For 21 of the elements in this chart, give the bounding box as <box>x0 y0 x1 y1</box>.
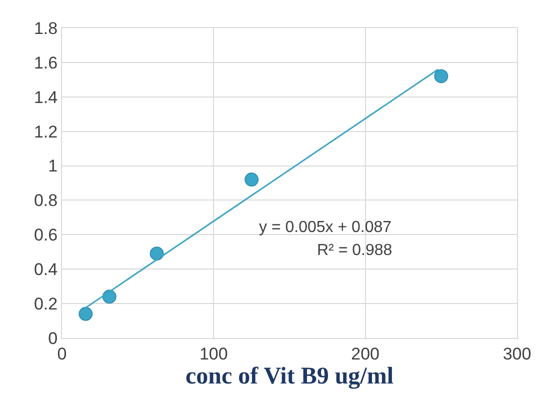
y-tick-label: 0.8 <box>34 191 58 210</box>
y-tick-label: 1 <box>48 156 58 176</box>
x-axis-title: conc of Vit B9 ug/ml <box>186 363 394 390</box>
point <box>434 69 448 84</box>
y-tick-label: 1.2 <box>34 122 58 142</box>
x-tick-label: 300 <box>502 344 532 364</box>
point <box>78 306 93 321</box>
y-tick-label: 1.8 <box>34 18 58 38</box>
y-tick-label: 1.4 <box>34 88 58 107</box>
point <box>244 172 259 187</box>
y-tick-label: 1.6 <box>34 53 58 72</box>
x-tick-label: 200 <box>351 344 380 364</box>
point <box>102 290 116 304</box>
y-tick-label: 0.2 <box>34 294 58 314</box>
annotation: R² = 0.988 <box>317 242 392 259</box>
y-tick-label: 0 <box>48 328 58 348</box>
annotation: y = 0.005x + 0.087 <box>259 219 392 236</box>
point <box>150 246 164 261</box>
x-tick-label: 100 <box>199 344 228 364</box>
y-tick-label: 0.4 <box>34 260 58 280</box>
y-tick-label: 0.6 <box>34 226 58 245</box>
